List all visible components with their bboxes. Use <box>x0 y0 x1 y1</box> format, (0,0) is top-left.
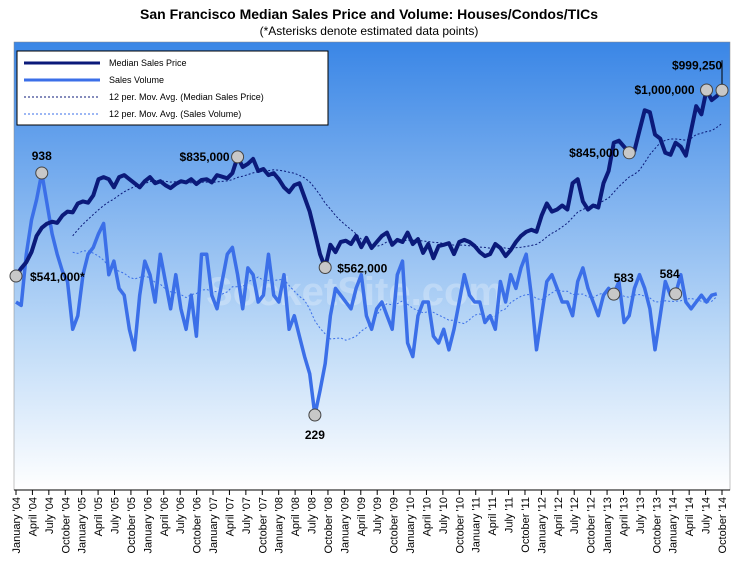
x-tick-label: October '06 <box>192 497 204 554</box>
data-point-marker <box>700 83 714 97</box>
data-label: $845,000 <box>569 146 619 160</box>
chart-subtitle: (*Asterisks denote estimated data points… <box>259 24 479 38</box>
x-tick-label: October '14 <box>717 497 729 554</box>
x-tick-label: April '10 <box>421 497 433 536</box>
x-tick-label: October '13 <box>651 497 663 554</box>
x-tick-label: October '11 <box>520 497 532 553</box>
x-tick-label: April '07 <box>224 497 236 536</box>
x-tick-label: July '13 <box>635 497 647 534</box>
x-tick-label: July '08 <box>307 497 319 534</box>
x-tick-label: October '09 <box>389 497 401 554</box>
data-point-marker <box>35 166 49 180</box>
legend-entry: 12 per. Mov. Avg. (Sales Volume) <box>109 109 241 119</box>
x-tick-label: April '12 <box>553 497 565 536</box>
x-tick-label: July '11 <box>504 497 516 533</box>
data-label: $999,250 <box>672 58 722 72</box>
x-tick-label: January '11 <box>471 497 483 553</box>
legend-entry: Median Sales Price <box>109 58 187 68</box>
chart-title: San Francisco Median Sales Price and Vol… <box>140 6 598 22</box>
x-tick-label: October '07 <box>257 497 269 554</box>
x-tick-label: January '13 <box>602 497 614 554</box>
x-tick-label: April '14 <box>684 497 696 536</box>
data-label: $835,000 <box>180 150 230 164</box>
x-tick-label: April '08 <box>290 497 302 536</box>
x-tick-label: April '09 <box>356 497 368 536</box>
legend-entry: Sales Volume <box>109 75 164 85</box>
data-label: $562,000 <box>337 261 387 275</box>
annotation-markers: $541,000* $835,000 $562,000 $845,000 $1,000,… <box>9 58 729 442</box>
x-tick-label: April '04 <box>27 497 39 536</box>
data-point-marker <box>715 83 729 97</box>
median-price-line <box>14 88 724 278</box>
x-tick-label: April '05 <box>93 497 105 536</box>
x-tick-label: July '05 <box>110 497 122 534</box>
sales-volume-line <box>15 171 718 417</box>
x-tick-label: April '13 <box>618 497 630 536</box>
x-tick-label: April '06 <box>159 497 171 536</box>
data-point-marker <box>622 146 636 160</box>
x-tick-label: July '06 <box>175 497 187 534</box>
data-point-marker <box>607 287 621 301</box>
x-tick-label: April '11 <box>487 497 499 536</box>
data-point-marker <box>318 260 332 274</box>
x-tick-label: January '09 <box>339 497 351 554</box>
x-tick-label: July '07 <box>241 497 253 534</box>
x-tick-label: January '12 <box>536 497 548 554</box>
x-tick-label: July '12 <box>569 497 581 534</box>
data-label: $1,000,000 <box>634 83 694 97</box>
data-label: $541,000* <box>30 270 85 284</box>
legend: Median Sales Price Sales Volume 12 per. Mo… <box>16 50 329 126</box>
x-tick-label: July '04 <box>44 497 56 534</box>
x-tick-label: October '04 <box>60 497 72 554</box>
x-tick-label: January '07 <box>208 497 220 554</box>
data-point-marker <box>231 150 245 164</box>
data-point-marker <box>669 287 683 301</box>
x-tick-label: October '12 <box>586 497 598 554</box>
series-lines <box>14 88 724 417</box>
data-point-marker <box>9 269 23 283</box>
x-tick-label: January '10 <box>405 497 417 554</box>
data-label: 229 <box>305 428 325 442</box>
x-tick-label: July '14 <box>701 497 713 534</box>
x-tick-label: January '05 <box>77 497 89 554</box>
x-tick-label: October '08 <box>323 497 335 554</box>
data-label: 938 <box>32 149 52 163</box>
data-label: 584 <box>660 267 680 281</box>
x-tick-label: January '08 <box>274 497 286 554</box>
x-tick-label: January '04 <box>11 497 23 554</box>
legend-entry: 12 per. Mov. Avg. (Median Sales Price) <box>109 92 264 102</box>
x-tick-label: October '05 <box>126 497 138 554</box>
x-tick-label: January '06 <box>142 497 154 554</box>
data-point-marker <box>308 408 322 422</box>
x-axis: January '04 April '04 July '04 October '04 J… <box>11 489 730 554</box>
data-label: 583 <box>614 271 634 285</box>
x-tick-label: October '10 <box>454 497 466 554</box>
x-tick-label: July '10 <box>438 497 450 534</box>
x-tick-label: January '14 <box>668 497 680 554</box>
x-tick-label: July '09 <box>372 497 384 534</box>
